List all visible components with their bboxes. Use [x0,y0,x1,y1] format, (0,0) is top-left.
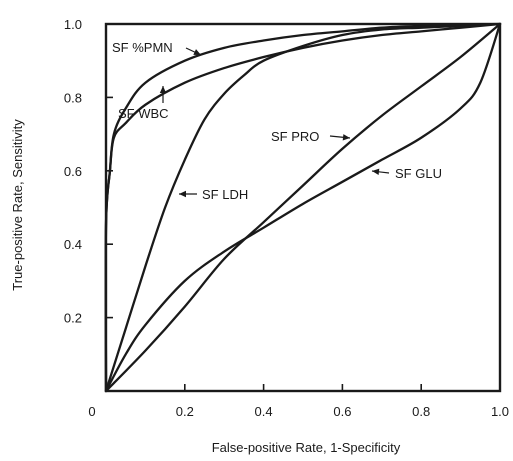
x-tick-label: 1.0 [491,404,509,419]
y-tick-label: 0.2 [64,311,82,326]
label-sf-glu: SF GLU [395,166,442,181]
curve-sf-pro [104,22,502,393]
curve-sf-wbc [104,22,502,393]
x-tick-label: 0.6 [333,404,351,419]
label-sf-pro: SF PRO [271,129,319,144]
x-axis-label: False-positive Rate, 1-Specificity [212,440,401,455]
pointer-arrowhead [193,49,201,55]
curve-sf-ldh [104,22,502,393]
x-tick-label: 0.4 [255,404,273,419]
x-tick-label: 0 [88,404,95,419]
axis-ticks: 0 0.2 0.4 0.6 0.8 1.0 0.2 0.4 0.6 0.8 1.0 [64,17,509,419]
y-axis-label: True-positive Rate, Sensitivity [10,119,25,291]
roc-curves [104,22,502,393]
pointer-arrowhead [159,86,167,93]
label-sf-pct-pmn: SF %PMN [112,40,173,55]
y-tick-label: 1.0 [64,17,82,32]
y-tick-label: 0.6 [64,164,82,179]
x-tick-label: 0.2 [176,404,194,419]
pointer-arrowhead [342,134,350,141]
curve-annotations: SF %PMN SF WBC SF LDH SF PRO SF GLU [112,40,442,202]
label-sf-wbc: SF WBC [118,106,169,121]
label-sf-ldh: SF LDH [202,187,248,202]
curve-sf-glu [104,22,502,393]
y-tick-label: 0.4 [64,237,82,252]
y-tick-label: 0.8 [64,90,82,105]
pointer-arrowhead [179,190,186,198]
pointer-arrowhead [372,168,380,175]
x-tick-label: 0.8 [412,404,430,419]
